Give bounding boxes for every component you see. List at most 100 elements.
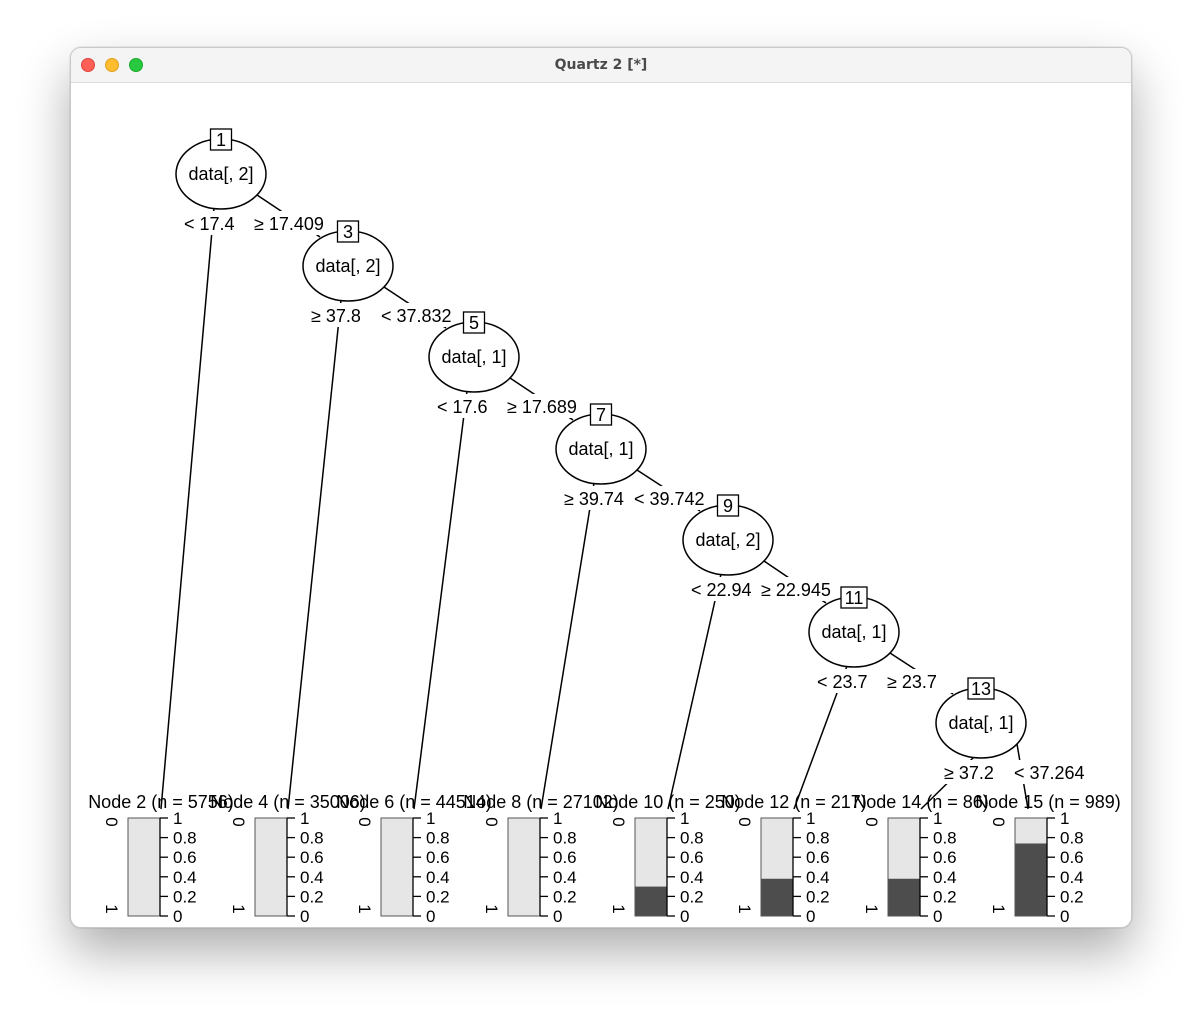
edge-left-5 [413,390,468,810]
split-right-1: ≥ 17.409 [254,214,324,234]
terminal-class-label-4: 0 [229,817,248,826]
terminal-tick-label-12: 0 [806,907,815,926]
node-variable-11: data[, 1] [821,622,886,642]
node-id-box-7 [589,403,613,426]
terminal-tick-label-10: 0.6 [680,848,704,867]
split-label-bg-9 [756,577,840,601]
terminal-tick-label-4: 0.6 [300,848,324,867]
split-left-3: ≥ 37.8 [311,306,361,326]
split-label-bg-13 [1009,760,1093,784]
terminal-class-label-14: 0 [862,817,881,826]
terminal-class-label-10: 1 [609,904,628,913]
terminal-label-8: Node 8 (n = 27102) [463,792,619,812]
terminal-label-15: Node 15 (n = 989) [975,792,1121,812]
split-left-13: ≥ 37.2 [944,763,994,783]
terminal-tick-label-2: 0.6 [173,848,197,867]
terminal-class-label-15: 0 [989,817,1008,826]
plot-area: data[, 2] 1 < 17.4 ≥ 17.409 data[, 2] 3 ≥ 37.8… [71,83,1131,927]
terminal-tick-label-10: 0.8 [680,829,704,848]
terminal-tick-label-4: 0.2 [300,887,324,906]
split-left-7: ≥ 39.74 [564,489,624,509]
split-label-bg-7 [629,486,713,510]
terminal-tick-label-12: 1 [806,809,815,828]
split-left-9: < 22.94 [691,580,752,600]
edge-left-3 [287,299,342,810]
terminal-class-label-6: 1 [355,904,374,913]
split-right-5: ≥ 17.689 [507,397,577,417]
split-label-bg-9 [684,577,746,601]
terminal-bar-dark-10 [635,886,667,916]
terminal-tick-label-10: 0.2 [680,887,704,906]
split-label-bg-7 [557,486,619,510]
terminal-tick-label-2: 0.4 [173,868,197,887]
close-button[interactable] [81,58,95,72]
terminal-tick-label-15: 0.6 [1060,848,1084,867]
zoom-button[interactable] [129,58,143,72]
terminal-tick-label-2: 0.2 [173,887,197,906]
edge-left-9 [667,573,722,810]
split-label-bg-5 [430,394,492,418]
terminal-tick-label-12: 0.6 [806,848,830,867]
terminal-tick-label-6: 0.6 [426,848,450,867]
terminal-tick-label-2: 0.8 [173,829,197,848]
terminal-bar-dark-12 [761,878,793,916]
node-id-9: 9 [723,496,733,516]
decision-tree-plot: data[, 2] 1 < 17.4 ≥ 17.409 data[, 2] 3 ≥ 37.8… [88,128,1121,926]
node-id-box-13 [967,677,995,700]
split-left-11: < 23.7 [817,672,868,692]
terminal-tick-label-6: 1 [426,809,435,828]
node-variable-9: data[, 2] [695,530,760,550]
terminal-tick-label-12: 0.2 [806,887,830,906]
terminal-tick-label-2: 1 [173,809,182,828]
terminal-tick-label-4: 0.4 [300,868,324,887]
terminal-class-label-15: 1 [989,904,1008,913]
terminal-tick-label-14: 0.8 [933,829,957,848]
terminal-tick-label-4: 0.8 [300,829,324,848]
title-bar[interactable]: Quartz 2 [*] [71,48,1131,83]
terminal-class-label-12: 0 [735,817,754,826]
terminal-tick-label-12: 0.4 [806,868,830,887]
terminal-tick-label-8: 1 [553,809,562,828]
terminal-tick-label-14: 0.2 [933,887,957,906]
terminal-label-2: Node 2 (n = 5756) [88,792,234,812]
split-left-1: < 17.4 [184,214,235,234]
terminal-label-6: Node 6 (n = 44514) [336,792,492,812]
node-id-box-1 [209,128,233,151]
terminal-tick-label-14: 0 [933,907,942,926]
terminal-class-label-2: 0 [102,817,121,826]
terminal-tick-label-14: 0.4 [933,868,957,887]
minimize-button[interactable] [105,58,119,72]
terminal-label-10: Node 10 (n = 250) [595,792,741,812]
node-id-13: 13 [971,679,991,699]
edge-left-7 [540,482,595,810]
split-label-bg-11 [882,669,966,693]
node-id-3: 3 [343,222,353,242]
terminal-tick-label-8: 0 [553,907,562,926]
node-id-5: 5 [469,313,479,333]
terminal-tick-label-15: 1 [1060,809,1069,828]
split-right-7: < 39.742 [634,489,705,509]
terminal-tick-label-15: 0.2 [1060,887,1084,906]
terminal-label-12: Node 12 (n = 217) [721,792,867,812]
node-variable-13: data[, 1] [948,713,1013,733]
terminal-tick-label-6: 0.4 [426,868,450,887]
terminal-class-label-4: 1 [229,904,248,913]
node-variable-3: data[, 2] [315,256,380,276]
terminal-tick-label-15: 0.8 [1060,829,1084,848]
split-label-bg-1 [249,211,333,235]
node-id-1: 1 [216,130,226,150]
terminal-bar-light-8 [508,818,540,916]
terminal-tick-label-8: 0.8 [553,829,577,848]
split-right-13: < 37.264 [1014,763,1085,783]
terminal-tick-label-8: 0.4 [553,868,577,887]
node-id-box-3 [336,220,360,243]
terminal-tick-label-15: 0 [1060,907,1069,926]
node-id-7: 7 [596,405,606,425]
node-variable-7: data[, 1] [568,439,633,459]
terminal-tick-label-6: 0 [426,907,435,926]
split-left-5: < 17.6 [437,397,488,417]
terminal-tick-label-10: 0.4 [680,868,704,887]
terminal-tick-label-4: 0 [300,907,309,926]
terminal-label-14: Node 14 (n = 86) [853,792,989,812]
split-label-bg-3 [376,303,460,327]
